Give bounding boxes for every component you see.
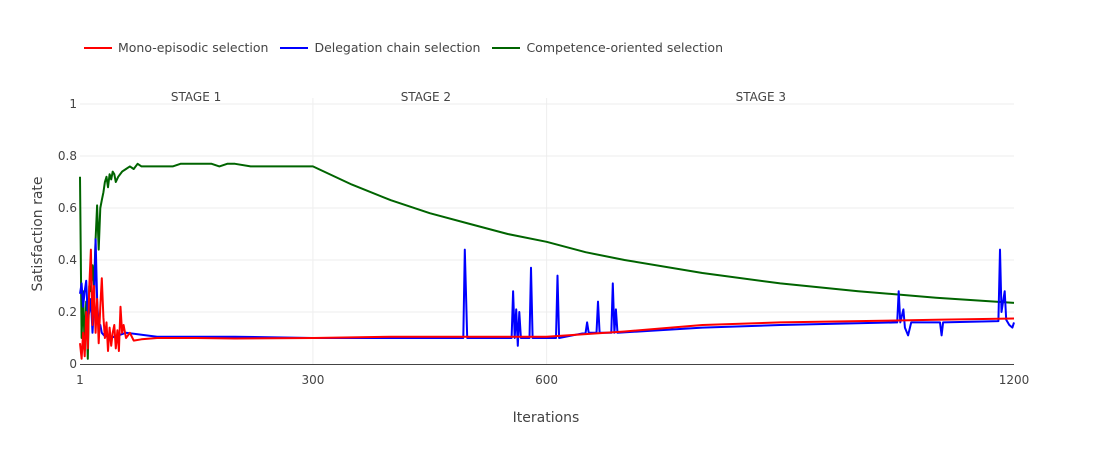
legend-label: Delegation chain selection [314, 40, 481, 55]
tick-labels: 1 300 600 1200 0 0.2 0.4 0.6 0.8 1 [58, 97, 1029, 387]
stage-labels: STAGE 1 STAGE 2 STAGE 3 [171, 90, 786, 104]
x-tick-label-3: 1200 [999, 373, 1030, 387]
x-tick-label-0: 1 [76, 373, 84, 387]
stage-label-2: STAGE 2 [401, 90, 451, 104]
legend-label: Mono-episodic selection [118, 40, 269, 55]
series-line-1 [79, 248, 1015, 360]
legend-swatch [492, 46, 521, 49]
y-tick-label-4: 0.8 [58, 149, 77, 163]
stage-label-1: STAGE 1 [171, 90, 221, 104]
y-axis-title: Satisfaction rate [30, 176, 46, 291]
legend-swatch [280, 46, 309, 49]
stage-dividers [312, 98, 548, 364]
legend-item-1[interactable]: Mono-episodic selection [84, 40, 268, 55]
legend-label: Competence-oriented selection [526, 40, 724, 55]
x-tick-label-1: 300 [301, 373, 324, 387]
y-tick-label-1: 0.2 [58, 305, 77, 319]
stage-label-3: STAGE 3 [736, 90, 786, 104]
y-tick-label-2: 0.4 [58, 253, 77, 267]
legend-item-3[interactable]: Competence-oriented selection [492, 40, 723, 55]
x-tick-label-2: 600 [535, 373, 558, 387]
legend: Mono-episodic selection Delegation chain … [84, 40, 723, 55]
series-lines [79, 162, 1015, 360]
y-tick-label-3: 0.6 [58, 201, 77, 215]
legend-swatch [84, 46, 112, 49]
x-axis-title: Iterations [513, 410, 580, 426]
y-tick-label-5: 1 [69, 97, 77, 111]
y-tick-label-0: 0 [69, 357, 77, 371]
legend-item-2[interactable]: Delegation chain selection [280, 40, 480, 55]
